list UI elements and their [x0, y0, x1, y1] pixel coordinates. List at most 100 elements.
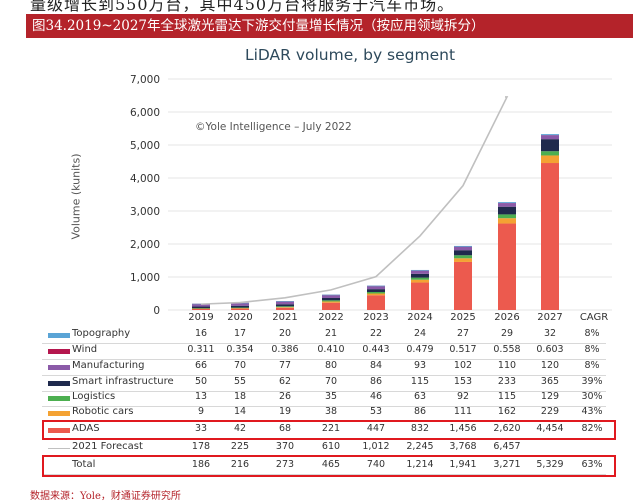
table-cell: 0.479	[406, 344, 434, 355]
cagr-cell: 82%	[581, 423, 603, 434]
bar-segment	[276, 301, 294, 302]
table-cell: 86	[369, 376, 383, 387]
table-row: Topography 16 17 20 21 22 24 27 29 32 8%	[40, 328, 610, 343]
table-cell: 22	[369, 328, 383, 339]
table-cell: 111	[453, 406, 473, 417]
cagr-cell: 8%	[584, 328, 600, 339]
table-cell: 62	[278, 376, 292, 387]
table-cell: 6,457	[493, 441, 521, 452]
table-cell: 1,214	[406, 459, 434, 470]
row-divider	[42, 474, 606, 475]
table-cell: 24	[413, 328, 427, 339]
y-tick-label: 7,000	[130, 74, 160, 86]
bar-segment	[411, 282, 429, 310]
bar-segment	[276, 306, 294, 308]
table-cell: 66	[194, 360, 208, 371]
table-cell: 80	[324, 360, 338, 371]
table-cell: 70	[233, 360, 247, 371]
table-cell: 162	[497, 406, 517, 417]
table-cell: 447	[366, 423, 386, 434]
table-cell: 0.354	[226, 344, 254, 355]
bar-segment	[322, 302, 340, 310]
cagr-cell: 30%	[581, 391, 603, 402]
table-row: Robotic cars 9 14 19 38 53 86 111 162 229 43%	[40, 406, 610, 421]
table-row: Wind 0.311 0.354 0.386 0.410 0.443 0.479 0.517 0…	[40, 344, 610, 359]
row-label: Wind	[72, 344, 98, 355]
table-cell: 77	[278, 360, 292, 371]
bar-segment	[192, 306, 210, 309]
x-tick-label: 2021	[272, 312, 298, 323]
table-cell: 2,620	[493, 423, 521, 434]
table-cell: 221	[321, 423, 341, 434]
bar-segment	[411, 269, 429, 271]
row-label: 2021 Forecast	[72, 441, 143, 452]
table-cell: 0.443	[362, 344, 390, 355]
table-cell: 370	[275, 441, 295, 452]
bar-segment	[498, 203, 516, 207]
bar-segment	[498, 223, 516, 310]
x-tick-label: 2020	[227, 312, 253, 323]
legend-swatch	[48, 428, 70, 433]
highlight-box	[42, 455, 616, 477]
table-cell: 38	[324, 406, 338, 417]
row-label: ADAS	[72, 423, 100, 434]
bar-segment	[367, 293, 385, 296]
x-tick-label: 2023	[363, 312, 389, 323]
bar-segment	[276, 307, 294, 308]
cagr-cell: 43%	[581, 406, 603, 417]
bar-segment	[541, 155, 559, 164]
table-cell: 740	[366, 459, 386, 470]
bar-segment	[498, 214, 516, 219]
row-label: Manufacturing	[72, 360, 145, 371]
legend-swatch	[48, 349, 70, 354]
y-tick-label: 6,000	[130, 107, 160, 119]
table-cell: 53	[369, 406, 383, 417]
table-cell: 216	[230, 459, 250, 470]
x-tick-label: 2026	[494, 312, 520, 323]
table-cell: 102	[453, 360, 473, 371]
row-divider	[42, 359, 606, 360]
table-cell: 0.410	[317, 344, 345, 355]
table-cell: 3,768	[449, 441, 477, 452]
cagr-cell: 8%	[584, 360, 600, 371]
bar-segment	[322, 301, 340, 303]
table-cell: 610	[321, 441, 341, 452]
table-cell: 832	[410, 423, 430, 434]
table-cell: 129	[540, 391, 560, 402]
row-label: Topography	[72, 328, 131, 339]
row-label: Logistics	[72, 391, 116, 402]
table-cell: 16	[194, 328, 208, 339]
chart-title: LiDAR volume, by segment	[244, 46, 456, 64]
bar-segment	[411, 270, 429, 274]
bar-segment	[367, 291, 385, 294]
table-cell: 13	[194, 391, 208, 402]
top-text-strip: 量级增长到550万台，其中450万台将服务于汽车市场。	[0, 0, 633, 14]
legend-swatch	[48, 333, 70, 338]
cagr-cell: 63%	[581, 459, 603, 470]
x-tick-label: 2022	[318, 312, 344, 323]
table-cell: 21	[324, 328, 338, 339]
legend-swatch	[48, 411, 70, 416]
table-cell: 5,329	[536, 459, 564, 470]
highlight-box	[42, 420, 616, 440]
table-cell: 32	[543, 328, 557, 339]
cagr-cell: 8%	[584, 344, 600, 355]
table-cell: 1,941	[449, 459, 477, 470]
table-cell: 9	[197, 406, 205, 417]
x-tick-label: 2025	[450, 312, 476, 323]
bar-segment	[231, 307, 249, 309]
table-cell: 35	[324, 391, 338, 402]
table-cell: 42	[233, 423, 247, 434]
table-cell: 84	[369, 360, 383, 371]
row-divider	[42, 343, 606, 344]
row-divider	[42, 375, 606, 376]
table-cell: 93	[413, 360, 427, 371]
forecast-line	[200, 96, 509, 305]
bar-segment	[454, 246, 472, 251]
table-cell: 55	[233, 376, 247, 387]
bar-segment	[231, 305, 249, 308]
watermark-text: ©Yole Intelligence – July 2022	[195, 121, 352, 133]
cagr-cell: 39%	[581, 376, 603, 387]
table-cell: 0.558	[493, 344, 521, 355]
table-cell: 29	[500, 328, 514, 339]
